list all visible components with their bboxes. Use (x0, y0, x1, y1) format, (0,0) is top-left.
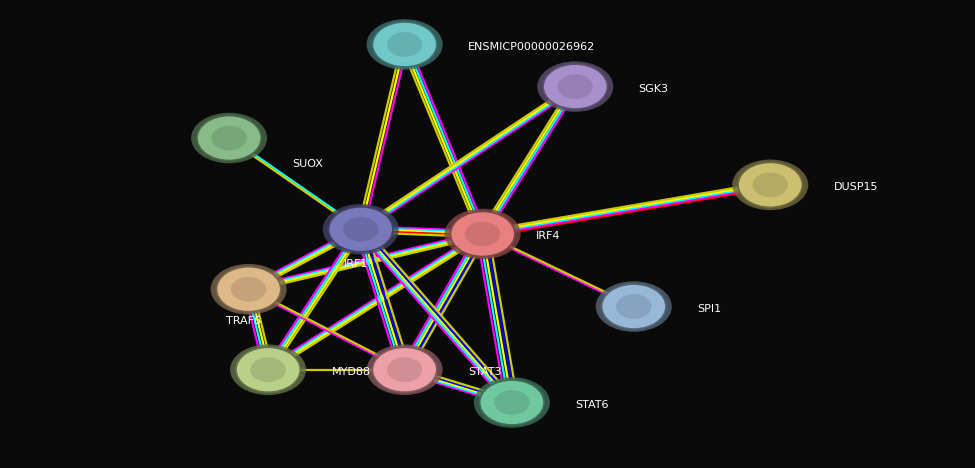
Text: IRF4: IRF4 (536, 231, 561, 241)
Ellipse shape (465, 222, 500, 246)
Ellipse shape (445, 209, 521, 259)
Ellipse shape (343, 217, 378, 241)
Ellipse shape (197, 116, 261, 161)
Ellipse shape (616, 294, 651, 319)
Ellipse shape (251, 358, 286, 382)
Ellipse shape (231, 277, 266, 301)
Ellipse shape (537, 61, 613, 112)
Ellipse shape (450, 212, 515, 256)
Text: MYD88: MYD88 (332, 367, 370, 377)
Text: TRAF6: TRAF6 (226, 316, 261, 326)
Text: SUOX: SUOX (292, 159, 324, 169)
Ellipse shape (602, 284, 666, 329)
Ellipse shape (494, 390, 529, 415)
Ellipse shape (558, 74, 593, 99)
Ellipse shape (387, 358, 422, 382)
Text: ENSMICP00000026962: ENSMICP00000026962 (468, 42, 596, 52)
Text: SGK3: SGK3 (639, 84, 669, 94)
Ellipse shape (236, 347, 300, 392)
Ellipse shape (211, 264, 287, 314)
Ellipse shape (753, 173, 788, 197)
Ellipse shape (596, 281, 672, 332)
Ellipse shape (323, 204, 399, 255)
Ellipse shape (367, 344, 443, 395)
Text: SPI1: SPI1 (697, 304, 722, 314)
Ellipse shape (372, 347, 437, 392)
Ellipse shape (738, 162, 802, 207)
Text: IRF1: IRF1 (343, 259, 369, 270)
Ellipse shape (474, 377, 550, 428)
Ellipse shape (216, 267, 281, 312)
Ellipse shape (329, 207, 393, 252)
Ellipse shape (543, 64, 607, 109)
Text: STAT6: STAT6 (575, 400, 608, 410)
Ellipse shape (367, 19, 443, 70)
Text: STAT3: STAT3 (468, 367, 501, 377)
Ellipse shape (372, 22, 437, 67)
Ellipse shape (230, 344, 306, 395)
Ellipse shape (480, 380, 544, 425)
Ellipse shape (387, 32, 422, 57)
Ellipse shape (191, 113, 267, 163)
Ellipse shape (212, 126, 247, 150)
Text: DUSP15: DUSP15 (834, 182, 878, 192)
Ellipse shape (732, 160, 808, 210)
